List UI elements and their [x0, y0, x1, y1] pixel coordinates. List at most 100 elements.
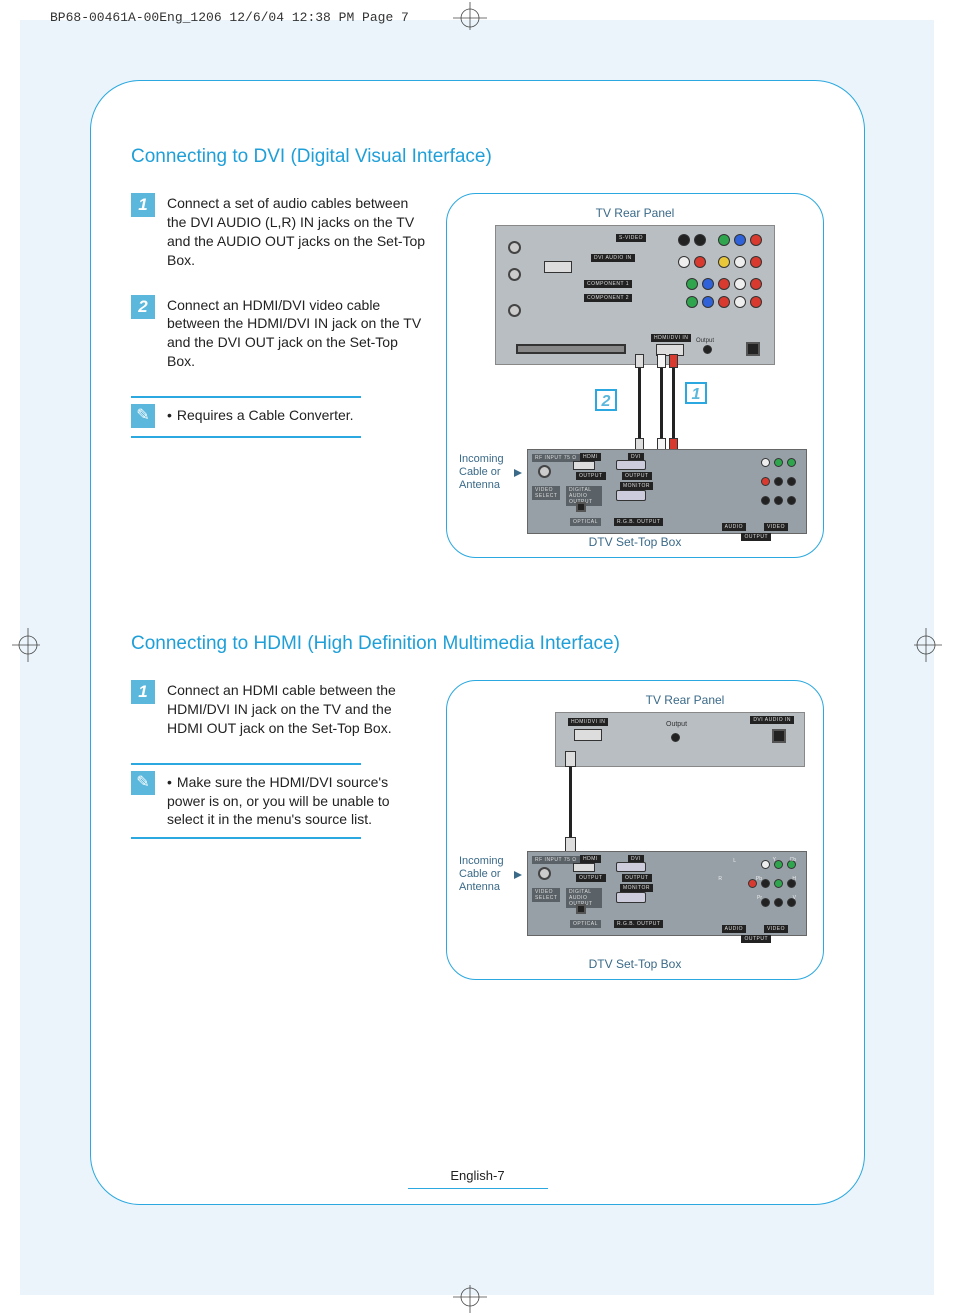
- jack: [787, 458, 796, 467]
- note-icon: ✎: [131, 771, 155, 795]
- port-label: OUTPUT: [622, 874, 652, 882]
- port-label: Output: [696, 338, 714, 344]
- jack: [774, 458, 783, 467]
- jack-blue: [734, 234, 746, 246]
- jack: [694, 256, 706, 268]
- jack-green: [718, 234, 730, 246]
- jack: [686, 296, 698, 308]
- port-label: HDMI/DVI IN: [568, 718, 608, 726]
- port-label: COMPONENT 1: [584, 280, 632, 288]
- jack: [703, 345, 712, 354]
- stb-panel: RF INPUT 75 Ω HDMI OUTPUT DVI OUTPUT MON…: [527, 851, 807, 936]
- port-label: V: [793, 895, 796, 901]
- coax-jack: [538, 867, 551, 880]
- optical-port: [576, 904, 586, 914]
- section2-columns: 1 Connect an HDMI cable between the HDMI…: [131, 680, 824, 980]
- section2-diagram: TV Rear Panel HDMI/DVI IN Output DVI AUD…: [446, 680, 824, 980]
- section1-left: 1 Connect a set of audio cables between …: [131, 193, 426, 558]
- port-label: MONITOR: [620, 482, 653, 490]
- incoming-label: Incoming Cable or Antenna: [459, 855, 514, 895]
- port-label: Output: [666, 721, 687, 728]
- page-footer: English-7: [408, 1167, 548, 1190]
- hdmi-port: [574, 729, 602, 741]
- section1-diagram: TV Rear Panel S-VIDEO DVI AUDIO IN COMPO…: [446, 193, 824, 558]
- cropmark-top: [445, 0, 495, 30]
- footer-text: English-7: [450, 1168, 504, 1183]
- port-label: Cb: [790, 857, 796, 863]
- cable-plug: [635, 354, 644, 368]
- dvi-port: [616, 862, 646, 872]
- port-label: Y: [773, 857, 776, 863]
- port-label: VIDEO SELECT: [532, 888, 560, 902]
- jack-white: [734, 256, 746, 268]
- jack-yellow: [718, 256, 730, 268]
- note-icon: ✎: [131, 404, 155, 428]
- stb-label: DTV Set-Top Box: [447, 535, 823, 549]
- cable-plug-red: [669, 354, 678, 368]
- coax-jack: [508, 241, 521, 254]
- port-label: VIDEO: [764, 523, 788, 531]
- diagram-badge-2: 2: [595, 389, 617, 411]
- jack: [774, 477, 783, 486]
- note-text: •Requires a Cable Converter.: [167, 404, 354, 425]
- port-label: DVI AUDIO IN: [591, 254, 635, 262]
- hdmi-port: [573, 461, 595, 470]
- vga-port: [616, 490, 646, 501]
- port-label: R.G.B. OUTPUT: [614, 518, 663, 526]
- jack: [774, 898, 783, 907]
- step2-text: Connect an HDMI/DVI video cable between …: [167, 295, 426, 372]
- jack: [750, 278, 762, 290]
- tv-rear-label: TV Rear Panel: [565, 693, 805, 707]
- port-label: S-VIDEO: [616, 234, 646, 242]
- jack: [774, 496, 783, 505]
- tv-rear-panel-small: HDMI/DVI IN Output DVI AUDIO IN: [555, 712, 805, 767]
- jack: [718, 278, 730, 290]
- jack: [787, 496, 796, 505]
- stb-label: DTV Set-Top Box: [447, 957, 823, 971]
- incoming-label: Incoming Cable or Antenna: [459, 453, 514, 493]
- port-label: OPTICAL: [570, 518, 601, 526]
- step1-text: Connect a set of audio cables between th…: [167, 193, 426, 270]
- port-label: AUDIO: [722, 523, 746, 531]
- footer-rule: [408, 1188, 548, 1190]
- note-divider-bot: [131, 436, 361, 438]
- dvi-port: [616, 460, 646, 470]
- print-header: BP68-00461A-00Eng_1206 12/6/04 12:38 PM …: [50, 10, 409, 25]
- port-label: Pr: [757, 895, 762, 901]
- jack: [734, 278, 746, 290]
- port-label: HDMI: [580, 453, 601, 461]
- port-label: OUTPUT: [576, 874, 606, 882]
- coax-jack: [538, 465, 551, 478]
- cropmark-bottom: [445, 1285, 495, 1315]
- diagram-badge-1: 1: [685, 382, 707, 404]
- port-label: HDMI/DVI IN: [651, 334, 691, 342]
- step-number-1: 1: [131, 193, 155, 217]
- section2-title: Connecting to HDMI (High Definition Mult…: [131, 633, 824, 655]
- step-number-2: 2: [131, 295, 155, 319]
- note-text: •Make sure the HDMI/DVI source's power i…: [167, 771, 426, 830]
- optical-port: [576, 502, 586, 512]
- wide-slot: [516, 344, 626, 354]
- jack-red: [750, 234, 762, 246]
- optical-port: [772, 729, 786, 743]
- port-label: VIDEO: [764, 925, 788, 933]
- jack: [734, 296, 746, 308]
- step1-text: Connect an HDMI cable between the HDMI/D…: [167, 680, 426, 738]
- vga-port: [616, 892, 646, 903]
- main-card: Connecting to DVI (Digital Visual Interf…: [90, 80, 865, 1205]
- jack: [761, 898, 770, 907]
- note-divider-top: [131, 396, 361, 398]
- cable: [660, 368, 663, 438]
- section1-note: ✎ •Requires a Cable Converter.: [131, 404, 426, 428]
- port-label: COMPONENT 2: [584, 294, 632, 302]
- cropmark-left: [10, 620, 40, 670]
- coax-jack: [508, 304, 521, 317]
- section2-left: 1 Connect an HDMI cable between the HDMI…: [131, 680, 426, 980]
- cropmark-right: [914, 620, 944, 670]
- jack: [678, 234, 690, 246]
- section1-title: Connecting to DVI (Digital Visual Interf…: [131, 146, 824, 168]
- tv-rear-label: TV Rear Panel: [465, 206, 805, 220]
- port-label: Pb: [756, 876, 762, 882]
- stb-panel: RF INPUT 75 Ω HDMI OUTPUT DVI OUTPUT MON…: [527, 449, 807, 534]
- jack: [702, 278, 714, 290]
